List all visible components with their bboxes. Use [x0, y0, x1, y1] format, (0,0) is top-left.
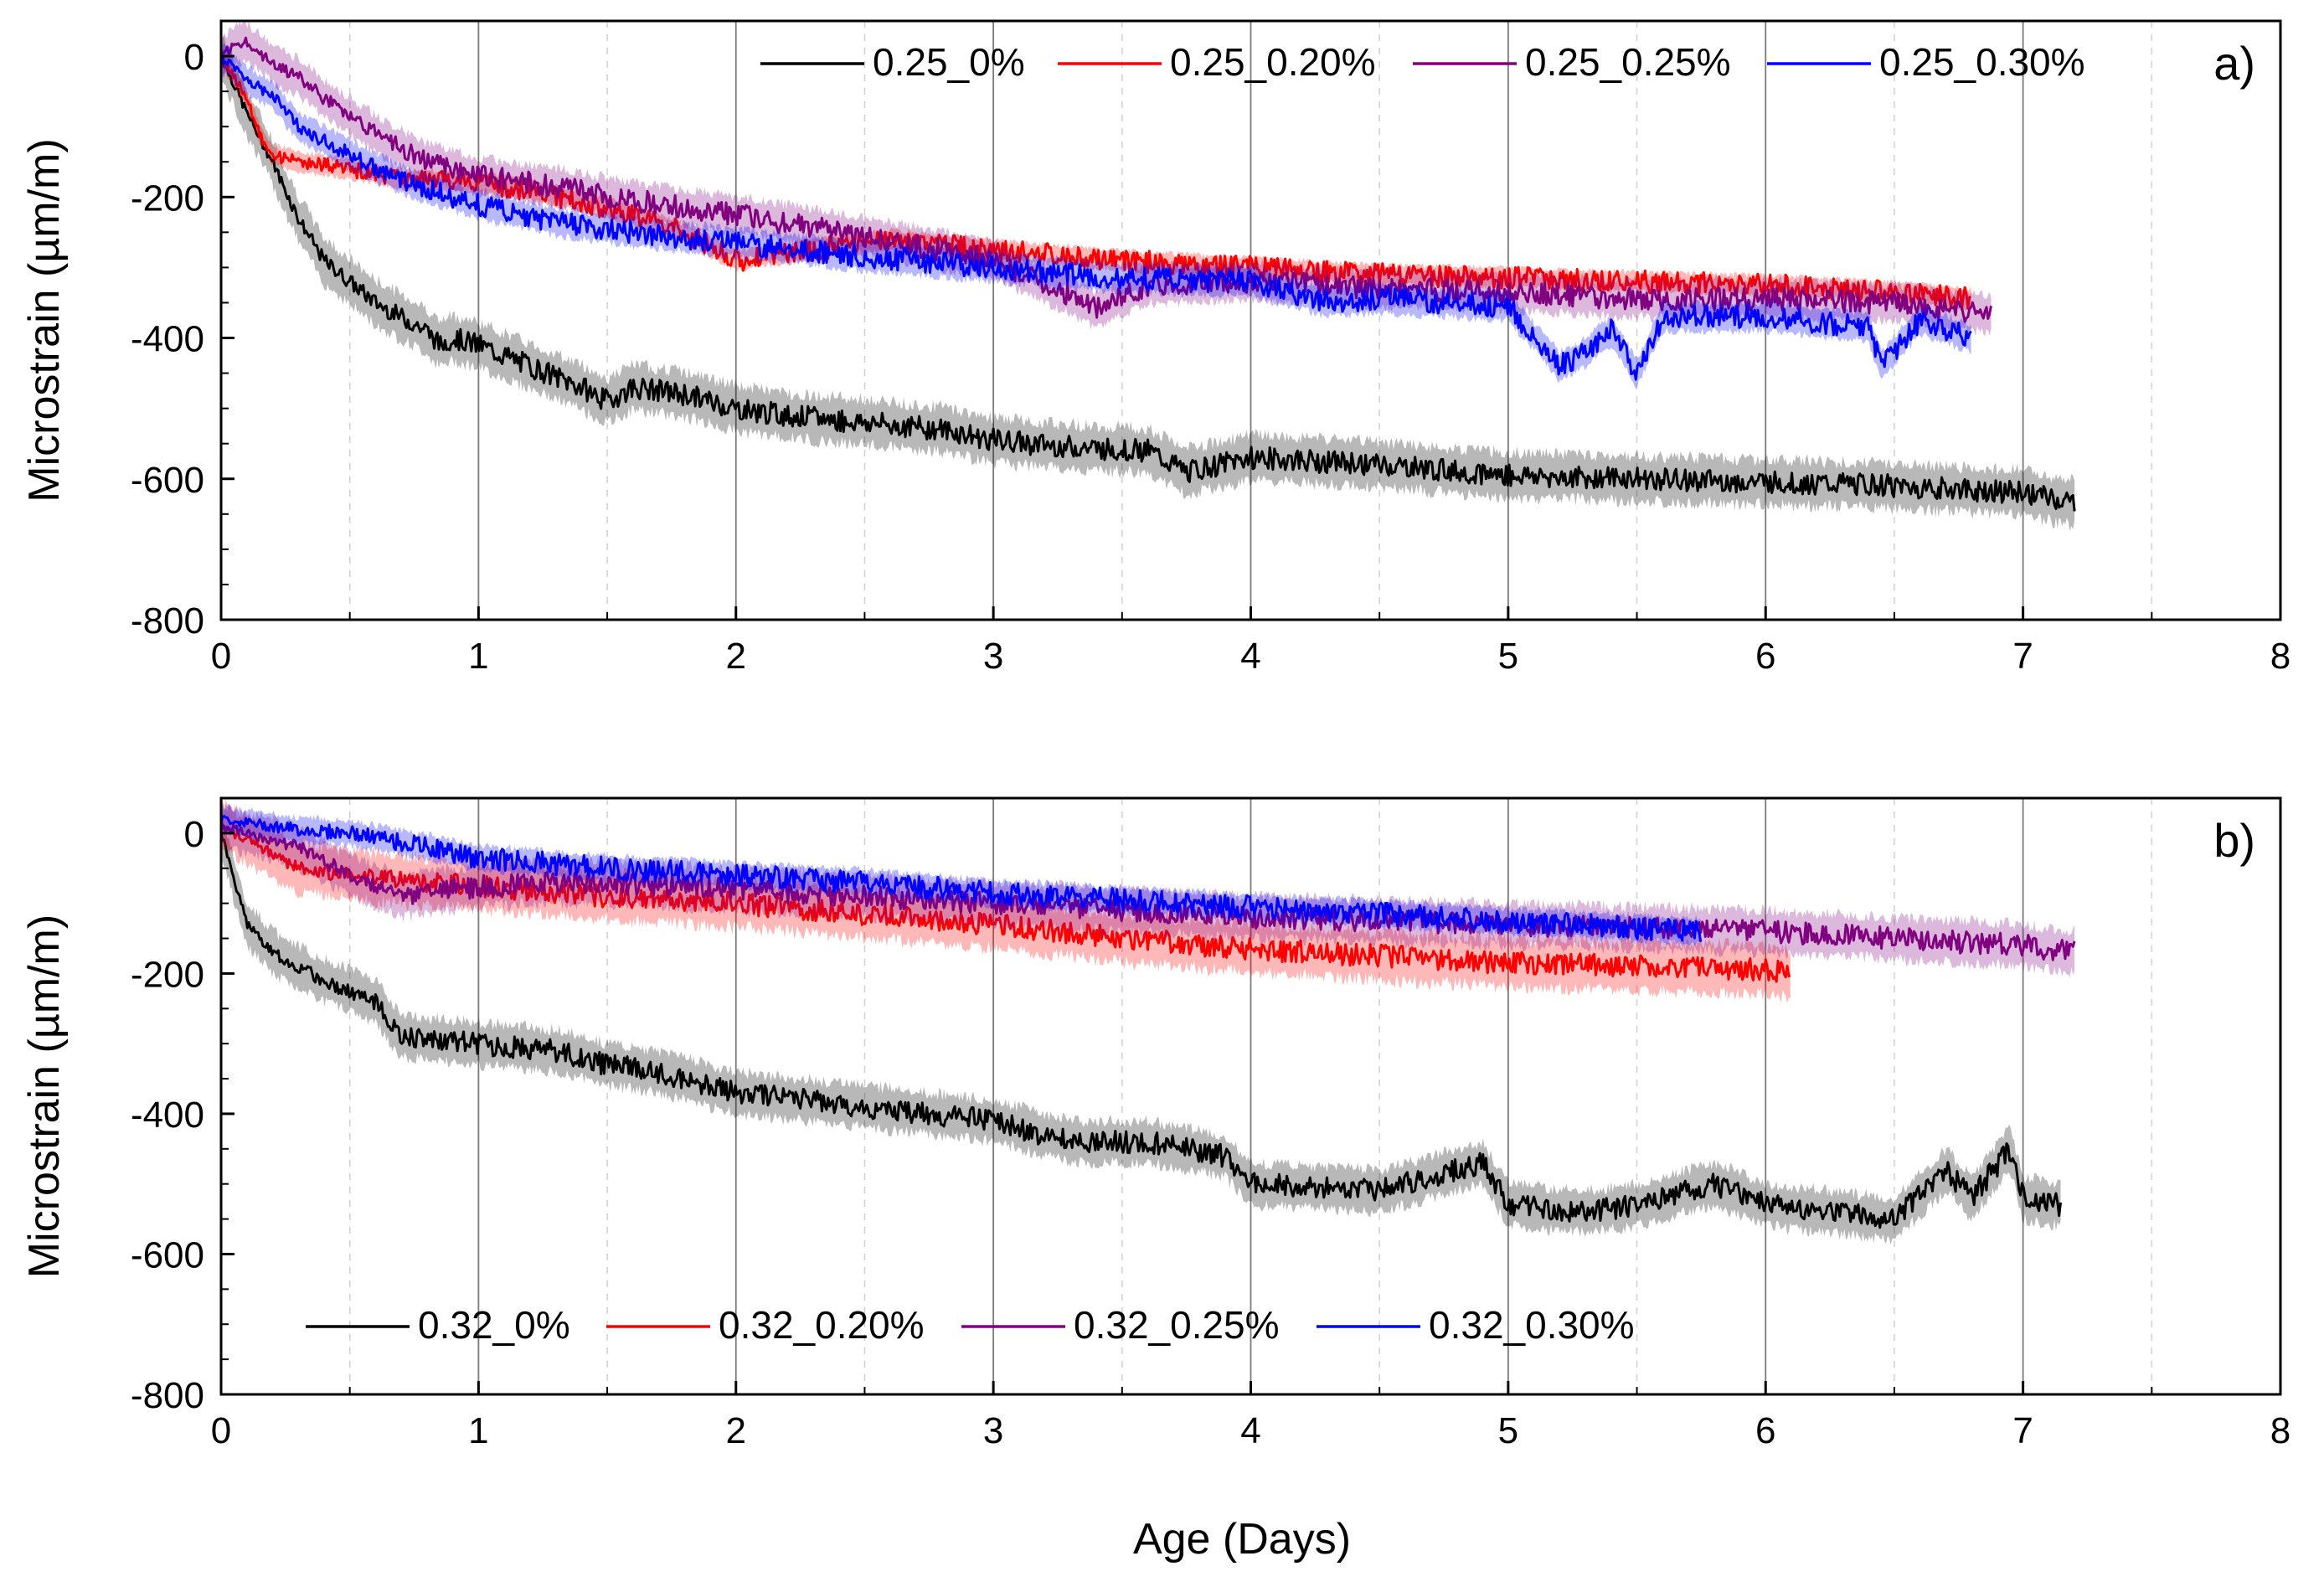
panel-label: a): [2213, 37, 2255, 90]
series-line-0.32_0.25%: [219, 822, 2076, 961]
legend-label-0.32_0.20%: 0.32_0.20%: [719, 1303, 925, 1347]
series-line-0.25_0%: [219, 55, 2076, 512]
x-tick-label: 0: [211, 636, 231, 677]
y-tick-label: -200: [131, 178, 204, 219]
chart-panel-1: 0 1 2 3 4 5 6 7 8 0 -200 -400 -600 -800 Microstrain (µ…: [20, 796, 2291, 1451]
x-tick-label: 3: [983, 1410, 1003, 1451]
x-tick-label: 6: [1755, 1410, 1775, 1451]
x-tick-label: 5: [1498, 636, 1518, 677]
y-axis-title: Microstrain (µm/m): [20, 915, 69, 1278]
y-tick-label: -400: [131, 319, 204, 360]
x-tick-label: 7: [2012, 1410, 2033, 1451]
y-tick-label: 0: [184, 37, 204, 78]
legend-label-0.32_0.30%: 0.32_0.30%: [1429, 1303, 1635, 1347]
x-tick-label: 0: [211, 1410, 231, 1451]
x-tick-label: 1: [468, 1410, 488, 1451]
x-tick-label: 8: [2270, 1410, 2291, 1451]
x-tick-label: 4: [1240, 636, 1260, 677]
x-tick-label: 2: [726, 1410, 746, 1451]
x-tick-label: 6: [1755, 636, 1775, 677]
legend-label-0.25_0.30%: 0.25_0.30%: [1879, 40, 2085, 84]
legend-label-0.25_0.25%: 0.25_0.25%: [1525, 40, 1731, 84]
series-line-0.25_0.20%: [219, 54, 1971, 311]
series-line-0.25_0.25%: [219, 36, 1992, 323]
x-tick-label: 4: [1240, 1410, 1260, 1451]
x-tick-label: 3: [983, 636, 1003, 677]
x-tick-label: 7: [2012, 636, 2033, 677]
y-tick-label: -400: [131, 1095, 204, 1136]
error-band-0.25_0%: [221, 33, 2075, 531]
y-axis-title: Microstrain (µm/m): [20, 138, 69, 502]
y-tick-label: -800: [131, 1375, 204, 1416]
chart-panel-0: 0 1 2 3 4 5 6 7 8 0 -200 -400 -600 -800 Microstrain (µ…: [20, 19, 2291, 677]
y-tick-label: -600: [131, 460, 204, 501]
legend-label-0.32_0%: 0.32_0%: [418, 1303, 570, 1347]
x-tick-label: 5: [1498, 1410, 1518, 1451]
error-band-0.32_0%: [221, 812, 2061, 1245]
legend-label-0.32_0.25%: 0.32_0.25%: [1074, 1303, 1280, 1347]
x-tick-label: 2: [726, 636, 746, 677]
x-axis-title: Age (Days): [1133, 1515, 1351, 1564]
y-tick-label: -600: [131, 1234, 204, 1275]
series-line-0.25_0.30%: [219, 54, 1972, 381]
legend-label-0.25_0.20%: 0.25_0.20%: [1170, 40, 1376, 84]
x-tick-label: 8: [2270, 636, 2291, 677]
panel-label: b): [2213, 814, 2255, 867]
x-tick-label: 1: [468, 636, 488, 677]
y-tick-label: -200: [131, 954, 204, 995]
series-line-0.32_0.30%: [219, 815, 1703, 942]
series-line-0.32_0%: [219, 833, 2062, 1229]
y-tick-label: 0: [184, 814, 204, 855]
y-tick-label: -800: [131, 600, 204, 641]
legend-label-0.25_0%: 0.25_0%: [873, 40, 1025, 84]
